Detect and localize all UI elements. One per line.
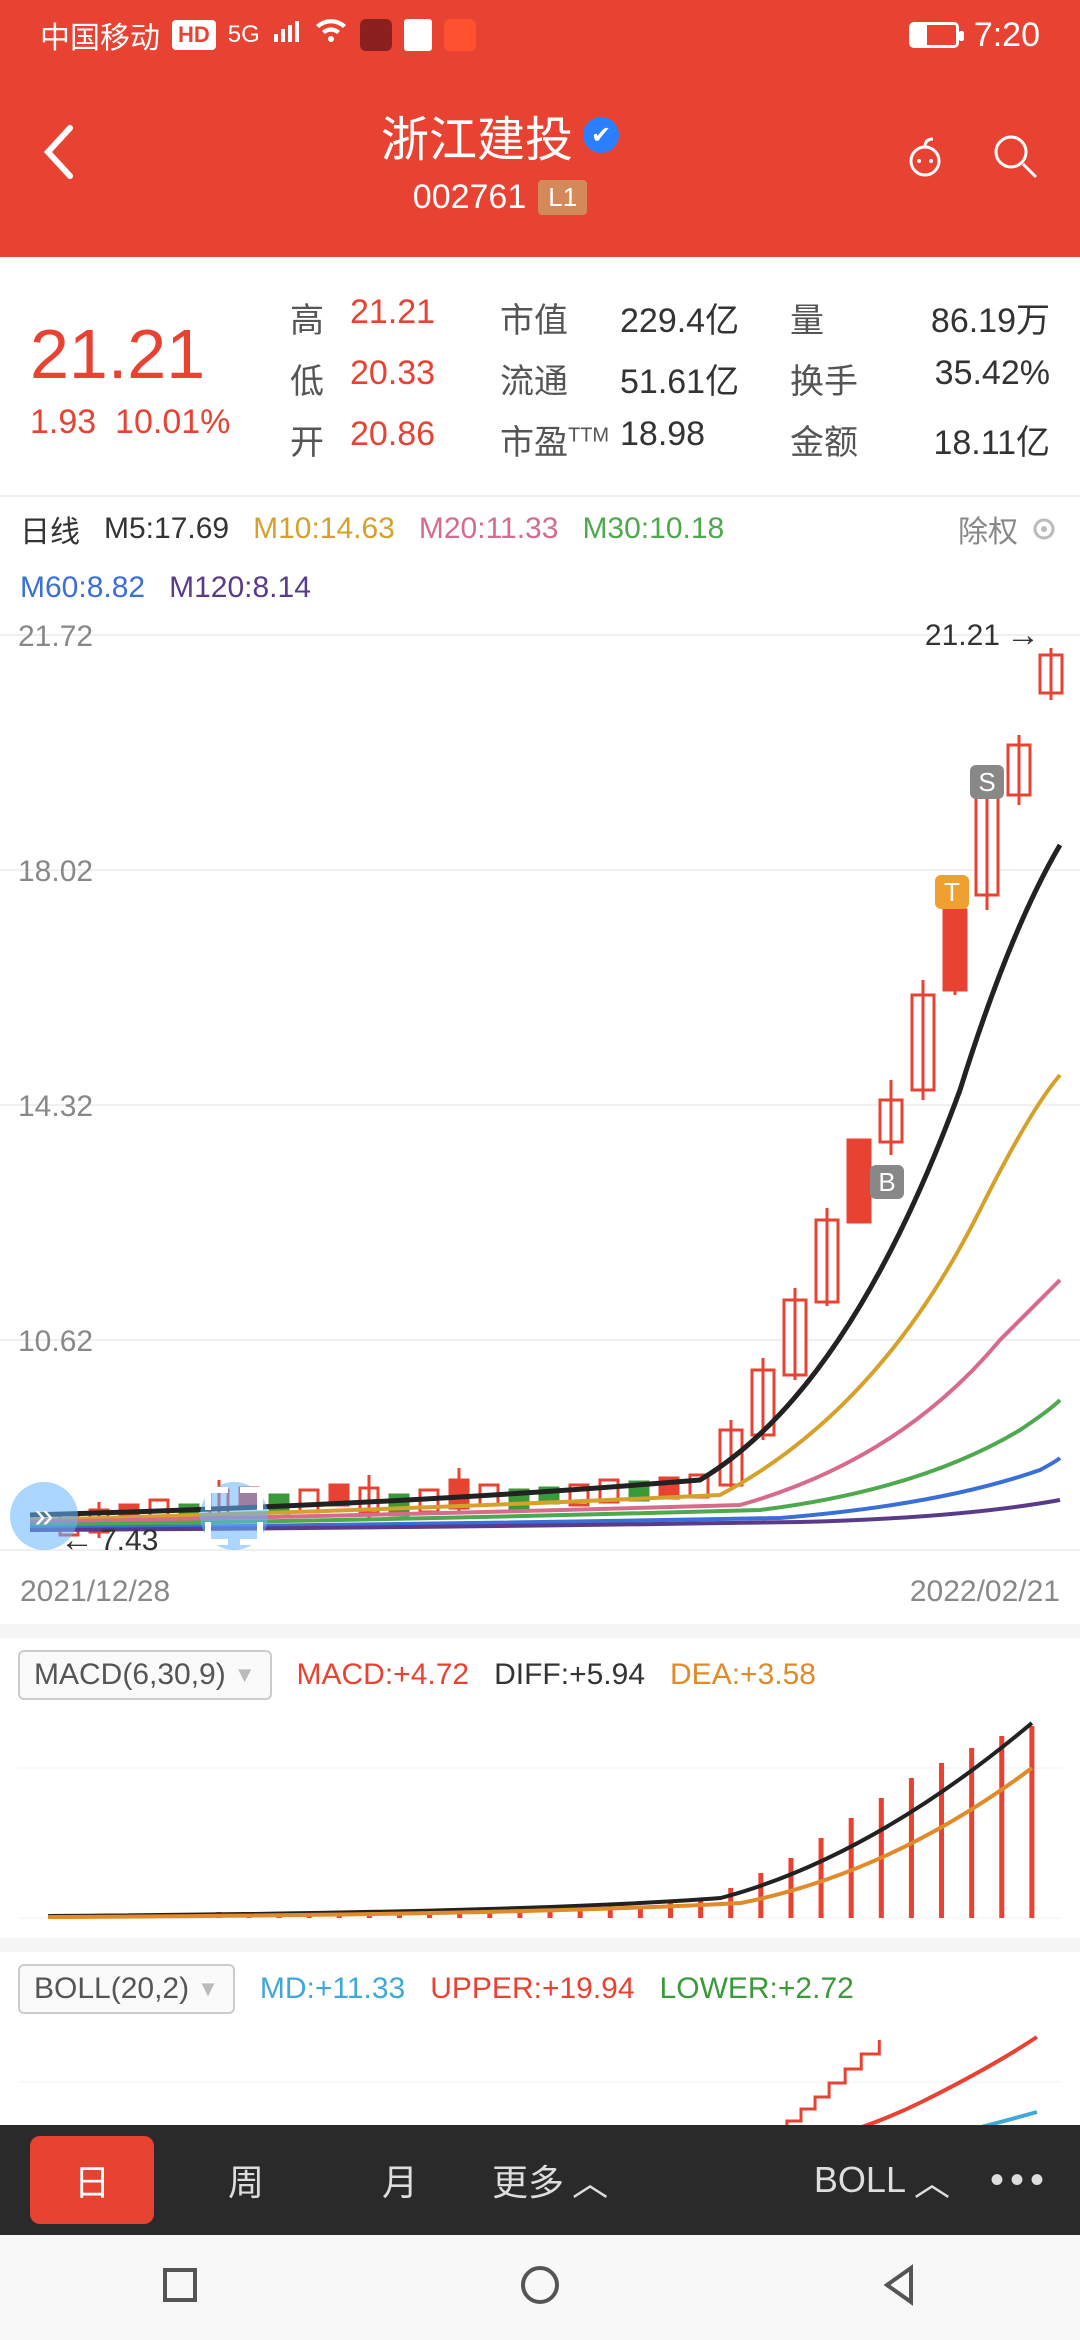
tab-more[interactable]: 更多︿ [492,2154,608,2206]
tab-day[interactable]: 日 [30,2136,154,2224]
y-label-3: 10.62 [18,1325,93,1359]
high-value: 21.21 [350,287,500,348]
app-icon-1 [360,19,392,51]
current-price-marker: 21.21→ [925,616,1040,655]
vol-label: 量 [790,287,880,348]
date-end: 2022/02/21 [910,1575,1060,1609]
adjust-button[interactable]: 除权 [958,507,1060,551]
y-label-0: 21.72 [18,620,93,654]
boll-selector[interactable]: BOLL(20,2)▼ [18,1964,235,2014]
macd-chart[interactable] [18,1708,1062,1938]
tab-week[interactable]: 周 [184,2136,308,2224]
ma10: M10:14.63 [253,512,395,546]
low-value: 20.33 [350,348,500,409]
y-label-1: 18.02 [18,855,93,889]
network-badge: 5G [228,21,260,49]
ma5: M5:17.69 [104,512,229,546]
low-label: 低 [290,348,350,409]
more-menu-button[interactable]: ••• [990,2158,1050,2203]
app-icon-2 [404,19,432,51]
tab-month[interactable]: 月 [338,2136,462,2224]
chevron-down-icon: ▼ [197,1976,219,2002]
title-block: 浙江建投 ✔ 002761 L1 [100,100,900,217]
quote-panel: 21.21 1.93 10.01% 高 21.21 市值 229.4亿 量 86… [0,257,1080,495]
amount-label: 金额 [790,409,880,470]
nav-recent-button[interactable] [157,2262,203,2313]
pe-label: 市盈TTM [500,409,620,470]
status-bar: 中国移动 HD 5G 7:20 [0,0,1080,70]
boll-md: MD:+11.33 [260,1972,405,2006]
vol-value: 86.19万 [880,287,1050,348]
boll-lower: LOWER:+2.72 [660,1972,854,2006]
svg-text:B: B [878,1167,895,1197]
battery-icon [909,22,959,48]
timeframe-tabs: 日 周 月 更多︿ BOLL︿ ••• [0,2125,1080,2235]
date-start: 2021/12/28 [20,1575,170,1609]
chevron-down-icon: ▼ [234,1662,256,1688]
ma20: M20:11.33 [419,512,559,546]
macd-panel: MACD(6,30,9)▼ MACD:+4.72 DIFF:+5.94 DEA:… [0,1638,1080,1938]
app-icon-3 [444,19,476,51]
open-value: 20.86 [350,409,500,470]
ma30: M30:10.18 [582,512,724,546]
nav-home-button[interactable] [517,2262,563,2313]
mktcap-value: 229.4亿 [620,287,790,348]
search-icon[interactable] [990,131,1040,186]
expand-button[interactable] [200,1482,268,1550]
high-label: 高 [290,287,350,348]
back-button[interactable] [40,122,100,196]
float-value: 51.61亿 [620,348,790,409]
diff-value: DIFF:+5.94 [494,1658,645,1692]
float-label: 流通 [500,348,620,409]
nav-back-button[interactable] [877,2262,923,2313]
chevron-up-icon: ︿ [572,2154,608,2206]
robot-icon[interactable] [900,131,950,186]
svg-text:S: S [978,767,995,797]
stock-code: 002761 [413,178,526,217]
ma-legend-bar: 日线 M5:17.69 M10:14.63 M20:11.33 M30:10.1… [0,495,1080,610]
mktcap-label: 市值 [500,287,620,348]
ma60: M60:8.82 [20,571,145,605]
ma120: M120:8.14 [169,571,311,605]
turnover-label: 换手 [790,348,880,409]
boll-upper: UPPER:+19.94 [430,1972,634,2006]
wifi-icon [314,18,348,52]
pe-value: 18.98 [620,409,790,470]
app-header: 浙江建投 ✔ 002761 L1 [0,70,1080,257]
carrier-label: 中国移动 [40,13,160,57]
hd-badge: HD [172,20,216,50]
level-badge: L1 [538,180,587,215]
amount-value: 18.11亿 [880,409,1050,470]
svg-text:T: T [944,877,960,907]
indicator-switcher[interactable]: BOLL︿ [814,2154,950,2206]
system-nav-bar [0,2235,1080,2340]
gear-icon [1028,513,1060,545]
macd-value: MACD:+4.72 [297,1658,470,1692]
turnover-value: 35.42% [880,348,1050,409]
chevron-up-icon: ︿ [914,2154,950,2206]
candlestick-chart[interactable]: 21.72 18.02 14.32 10.62 21.21→ ←7.43 [0,610,1080,1570]
macd-selector[interactable]: MACD(6,30,9)▼ [18,1650,272,1700]
kline-type: 日线 [20,507,80,551]
signal-icon [272,18,302,52]
date-axis: 2021/12/28 2022/02/21 [0,1570,1080,1624]
stock-name: 浙江建投 [381,100,573,170]
dea-value: DEA:+3.58 [670,1658,816,1692]
verified-icon: ✔ [583,117,619,153]
scroll-left-button[interactable]: » [10,1482,78,1550]
clock: 7:20 [974,16,1040,55]
open-label: 开 [290,409,350,470]
price-change: 1.93 10.01% [30,403,290,442]
y-label-2: 14.32 [18,1090,93,1124]
current-price: 21.21 [30,316,290,393]
